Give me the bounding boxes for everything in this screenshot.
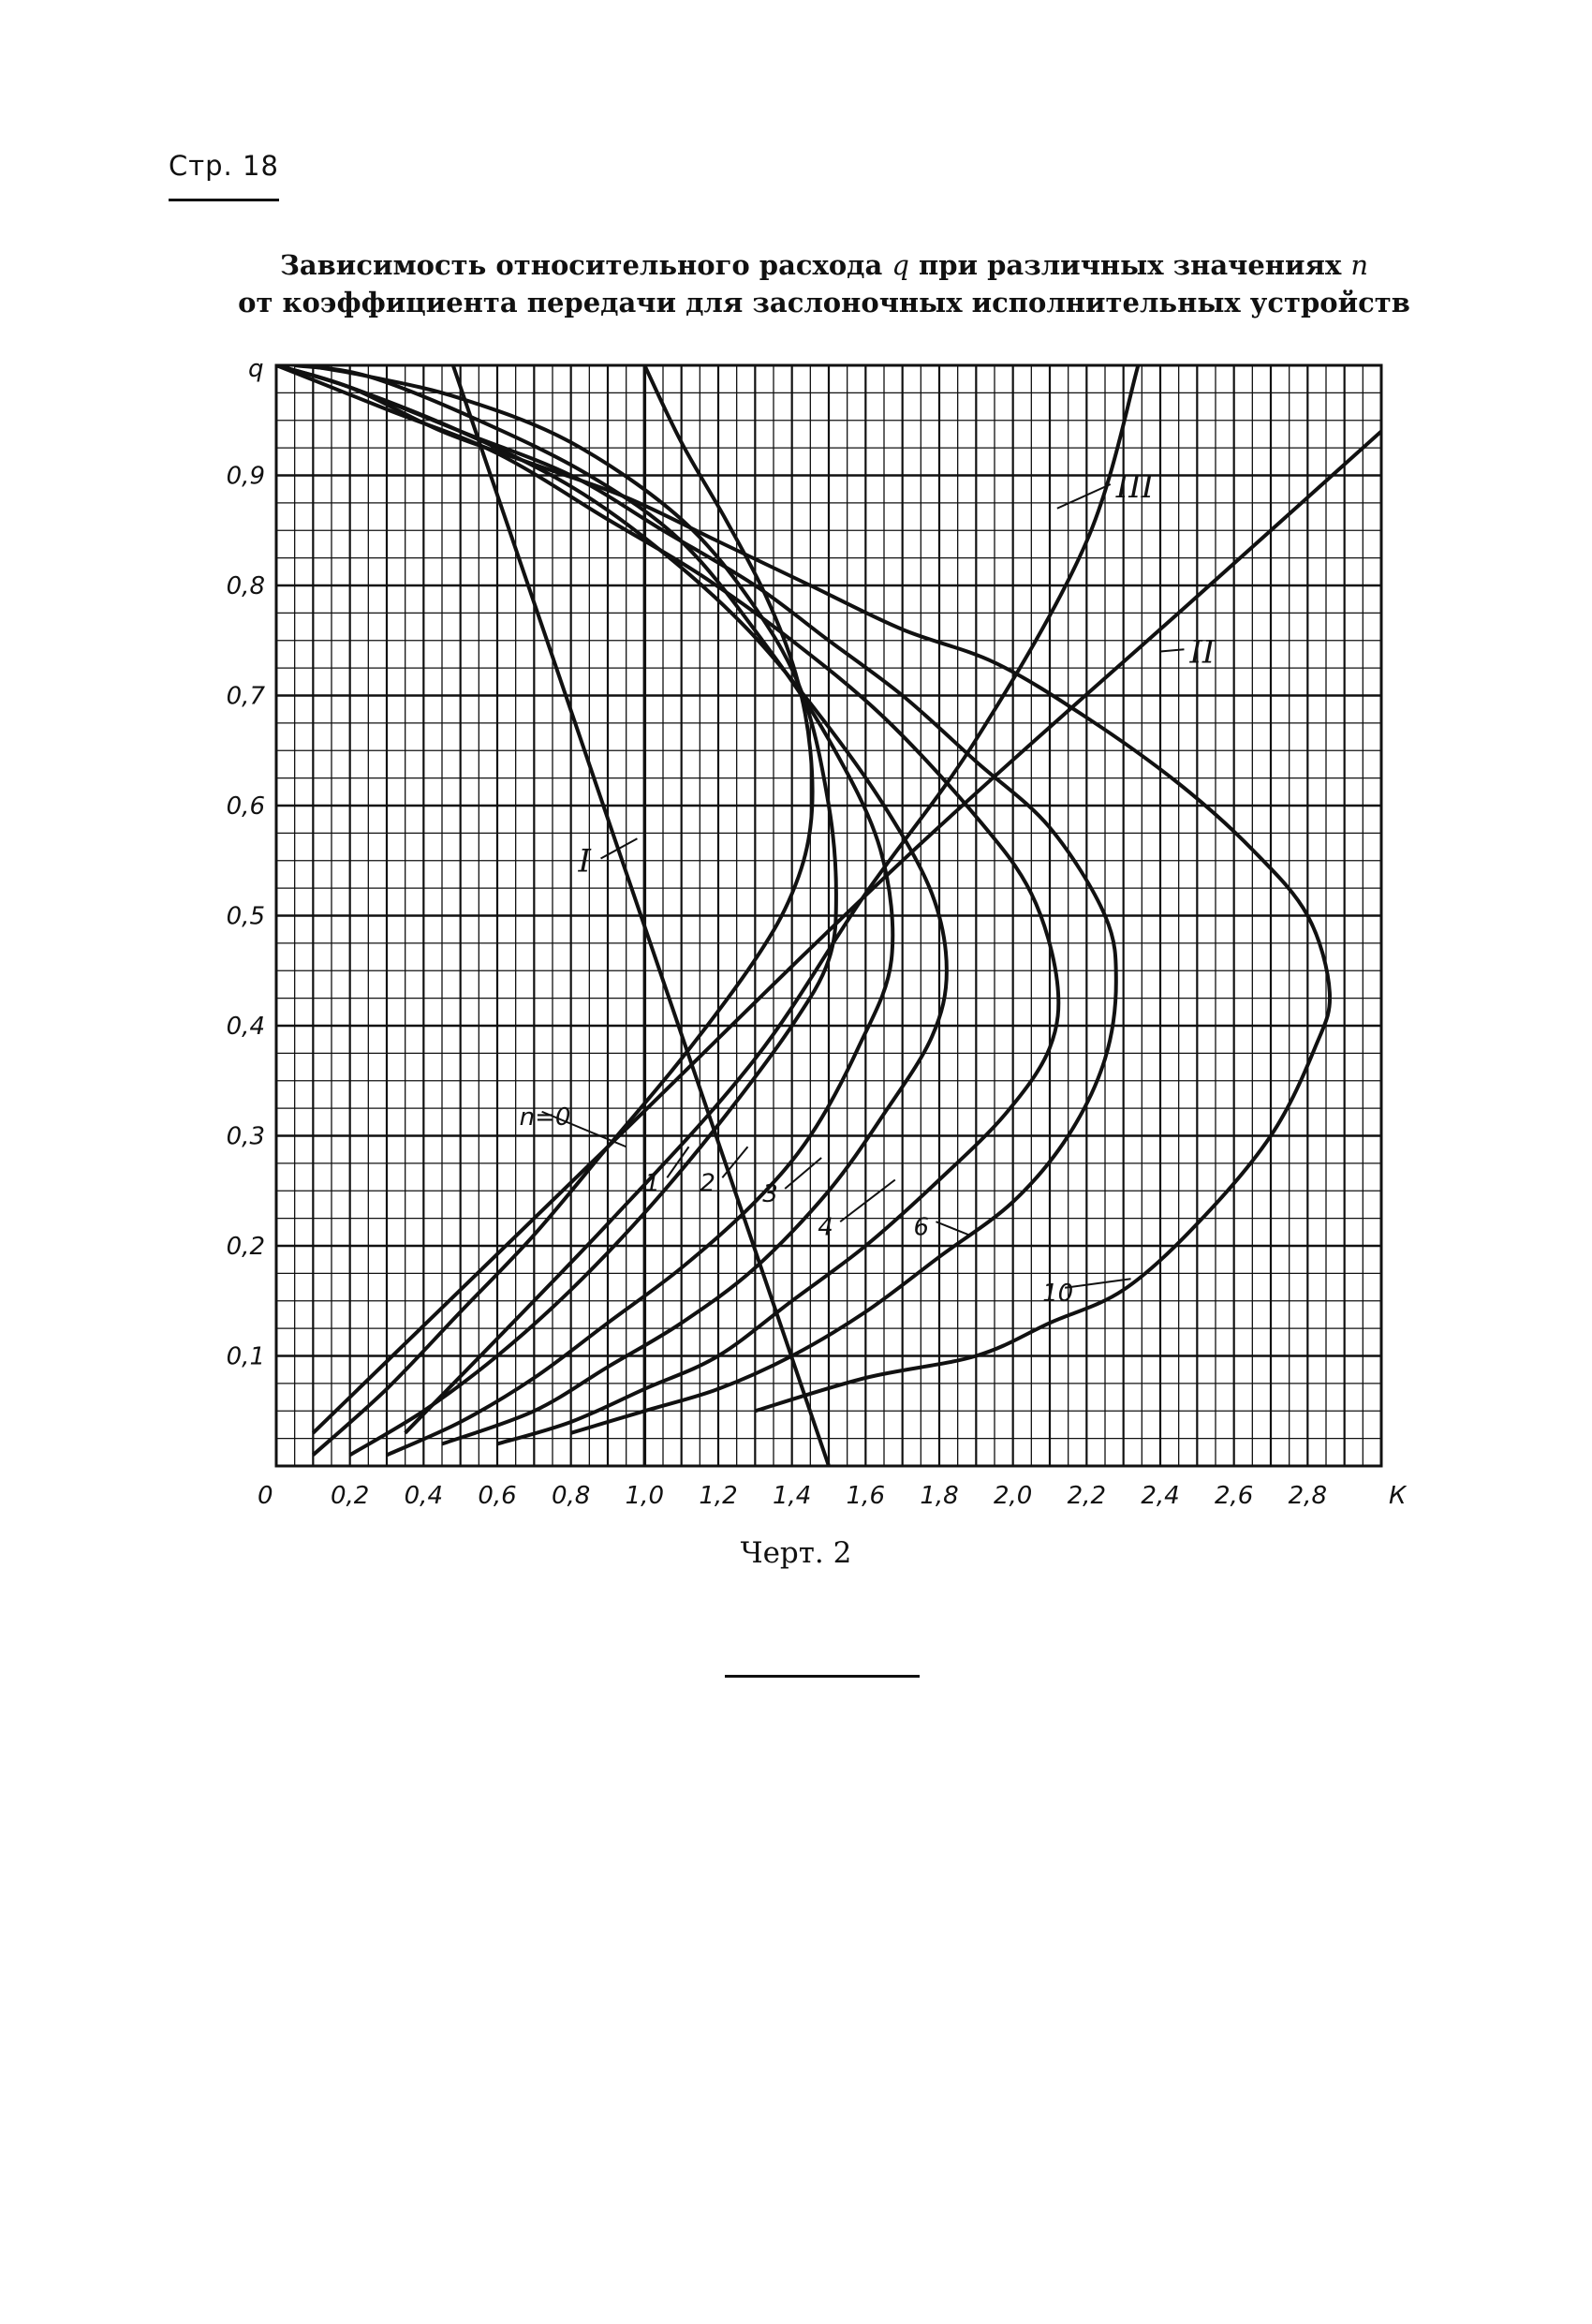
y-tick-label: 0,1 <box>227 1343 265 1371</box>
figure-caption: Черт. 2 <box>740 1536 852 1570</box>
x-tick-label: 1,2 <box>699 1482 737 1510</box>
series-line-I <box>450 365 831 1466</box>
x-tick-label: 1,0 <box>626 1482 664 1510</box>
curve-label-leader <box>1056 483 1112 510</box>
curve-label-leader <box>784 1157 822 1190</box>
series-line-n0 <box>311 365 815 1457</box>
curve-label-leader <box>1064 1278 1131 1289</box>
series-group <box>276 365 1381 1466</box>
curve-label-leader <box>839 1178 896 1223</box>
origin-label: 0 <box>258 1482 273 1510</box>
curve-label: II <box>1188 633 1215 671</box>
y-tick-label: 0,2 <box>227 1233 265 1261</box>
header-rule <box>169 199 279 201</box>
curve-label: I <box>578 843 592 881</box>
curve-label-leader <box>936 1221 969 1236</box>
y-axis-label: q <box>248 355 264 383</box>
x-axis-label: К <box>1389 1482 1408 1510</box>
title-part-b: при различных значениях <box>908 249 1351 281</box>
series-line-II <box>311 430 1381 1435</box>
x-tick-label: 2,6 <box>1215 1482 1253 1510</box>
x-tick-label: 2,4 <box>1141 1482 1179 1510</box>
y-tick-label: 0,3 <box>227 1123 265 1151</box>
page-header: Стр. 18 <box>169 150 279 182</box>
curve-label-leader <box>1159 648 1185 653</box>
curve-label-leader <box>541 1110 627 1148</box>
end-rule <box>725 1675 920 1678</box>
x-tick-label: 2,2 <box>1068 1482 1106 1510</box>
x-tick-label: 0,2 <box>331 1482 369 1510</box>
curve-label-leader <box>600 837 638 860</box>
y-tick-label: 0,9 <box>227 463 265 491</box>
y-tick-label: 0,7 <box>227 683 266 711</box>
y-tick-labels: 0,1 0,2 0,3 0,4 0,5 0,6 0,7 0,8 0,9 <box>227 463 266 1371</box>
series-line-3 <box>276 365 949 1446</box>
title-var-q: q <box>892 249 909 281</box>
y-tick-label: 0,4 <box>227 1013 265 1041</box>
x-tick-label: 2,8 <box>1289 1482 1327 1510</box>
series-line-2 <box>294 365 895 1458</box>
series-line-10 <box>276 365 1333 1414</box>
x-tick-labels: 0,2 0,4 0,6 0,8 1,0 1,2 1,4 1,6 1,8 2,0 2,2 2,4 2,6 2… <box>331 1482 1327 1510</box>
x-tick-label: 1,4 <box>773 1482 811 1510</box>
chart: 0,2 0,4 0,6 0,8 1,0 1,2 1,4 1,6 1,8 2,0 2,2 2,4 2,6 2… <box>227 355 1408 1510</box>
y-tick-label: 0,6 <box>227 792 265 821</box>
x-tick-label: 0,4 <box>405 1482 443 1510</box>
series-line-1 <box>305 365 838 1458</box>
grid <box>274 363 1383 1468</box>
series-line-4 <box>276 365 1061 1446</box>
title-part-a: Зависимость относительного расхода <box>279 249 892 281</box>
y-tick-label: 0,8 <box>227 572 265 600</box>
curve-label: 10 <box>1042 1280 1073 1308</box>
chart-title-line-2: от коэффициента передачи для заслоночных… <box>238 287 1410 318</box>
curve-label-leader <box>666 1146 690 1178</box>
curve-label: 3 <box>762 1180 778 1208</box>
y-tick-label: 0,5 <box>227 903 265 931</box>
series-line-III <box>404 365 1141 1435</box>
curve-label: 1 <box>644 1169 660 1197</box>
curve-label: 6 <box>913 1213 929 1241</box>
curve-label: 4 <box>818 1213 833 1241</box>
x-tick-label: 1,8 <box>920 1482 958 1510</box>
curve-label: n=0 <box>520 1103 571 1132</box>
curve-label: 2 <box>700 1169 715 1197</box>
title-var-n: n <box>1350 249 1369 281</box>
chart-title-line-1: Зависимость относительного расхода q при… <box>215 249 1433 281</box>
x-tick-label: 1,6 <box>847 1482 885 1510</box>
curve-label-leader <box>721 1146 749 1178</box>
curve-label: III <box>1115 468 1155 506</box>
x-tick-label: 0,8 <box>552 1482 590 1510</box>
x-tick-label: 2,0 <box>994 1482 1032 1510</box>
x-tick-label: 0,6 <box>478 1482 516 1510</box>
